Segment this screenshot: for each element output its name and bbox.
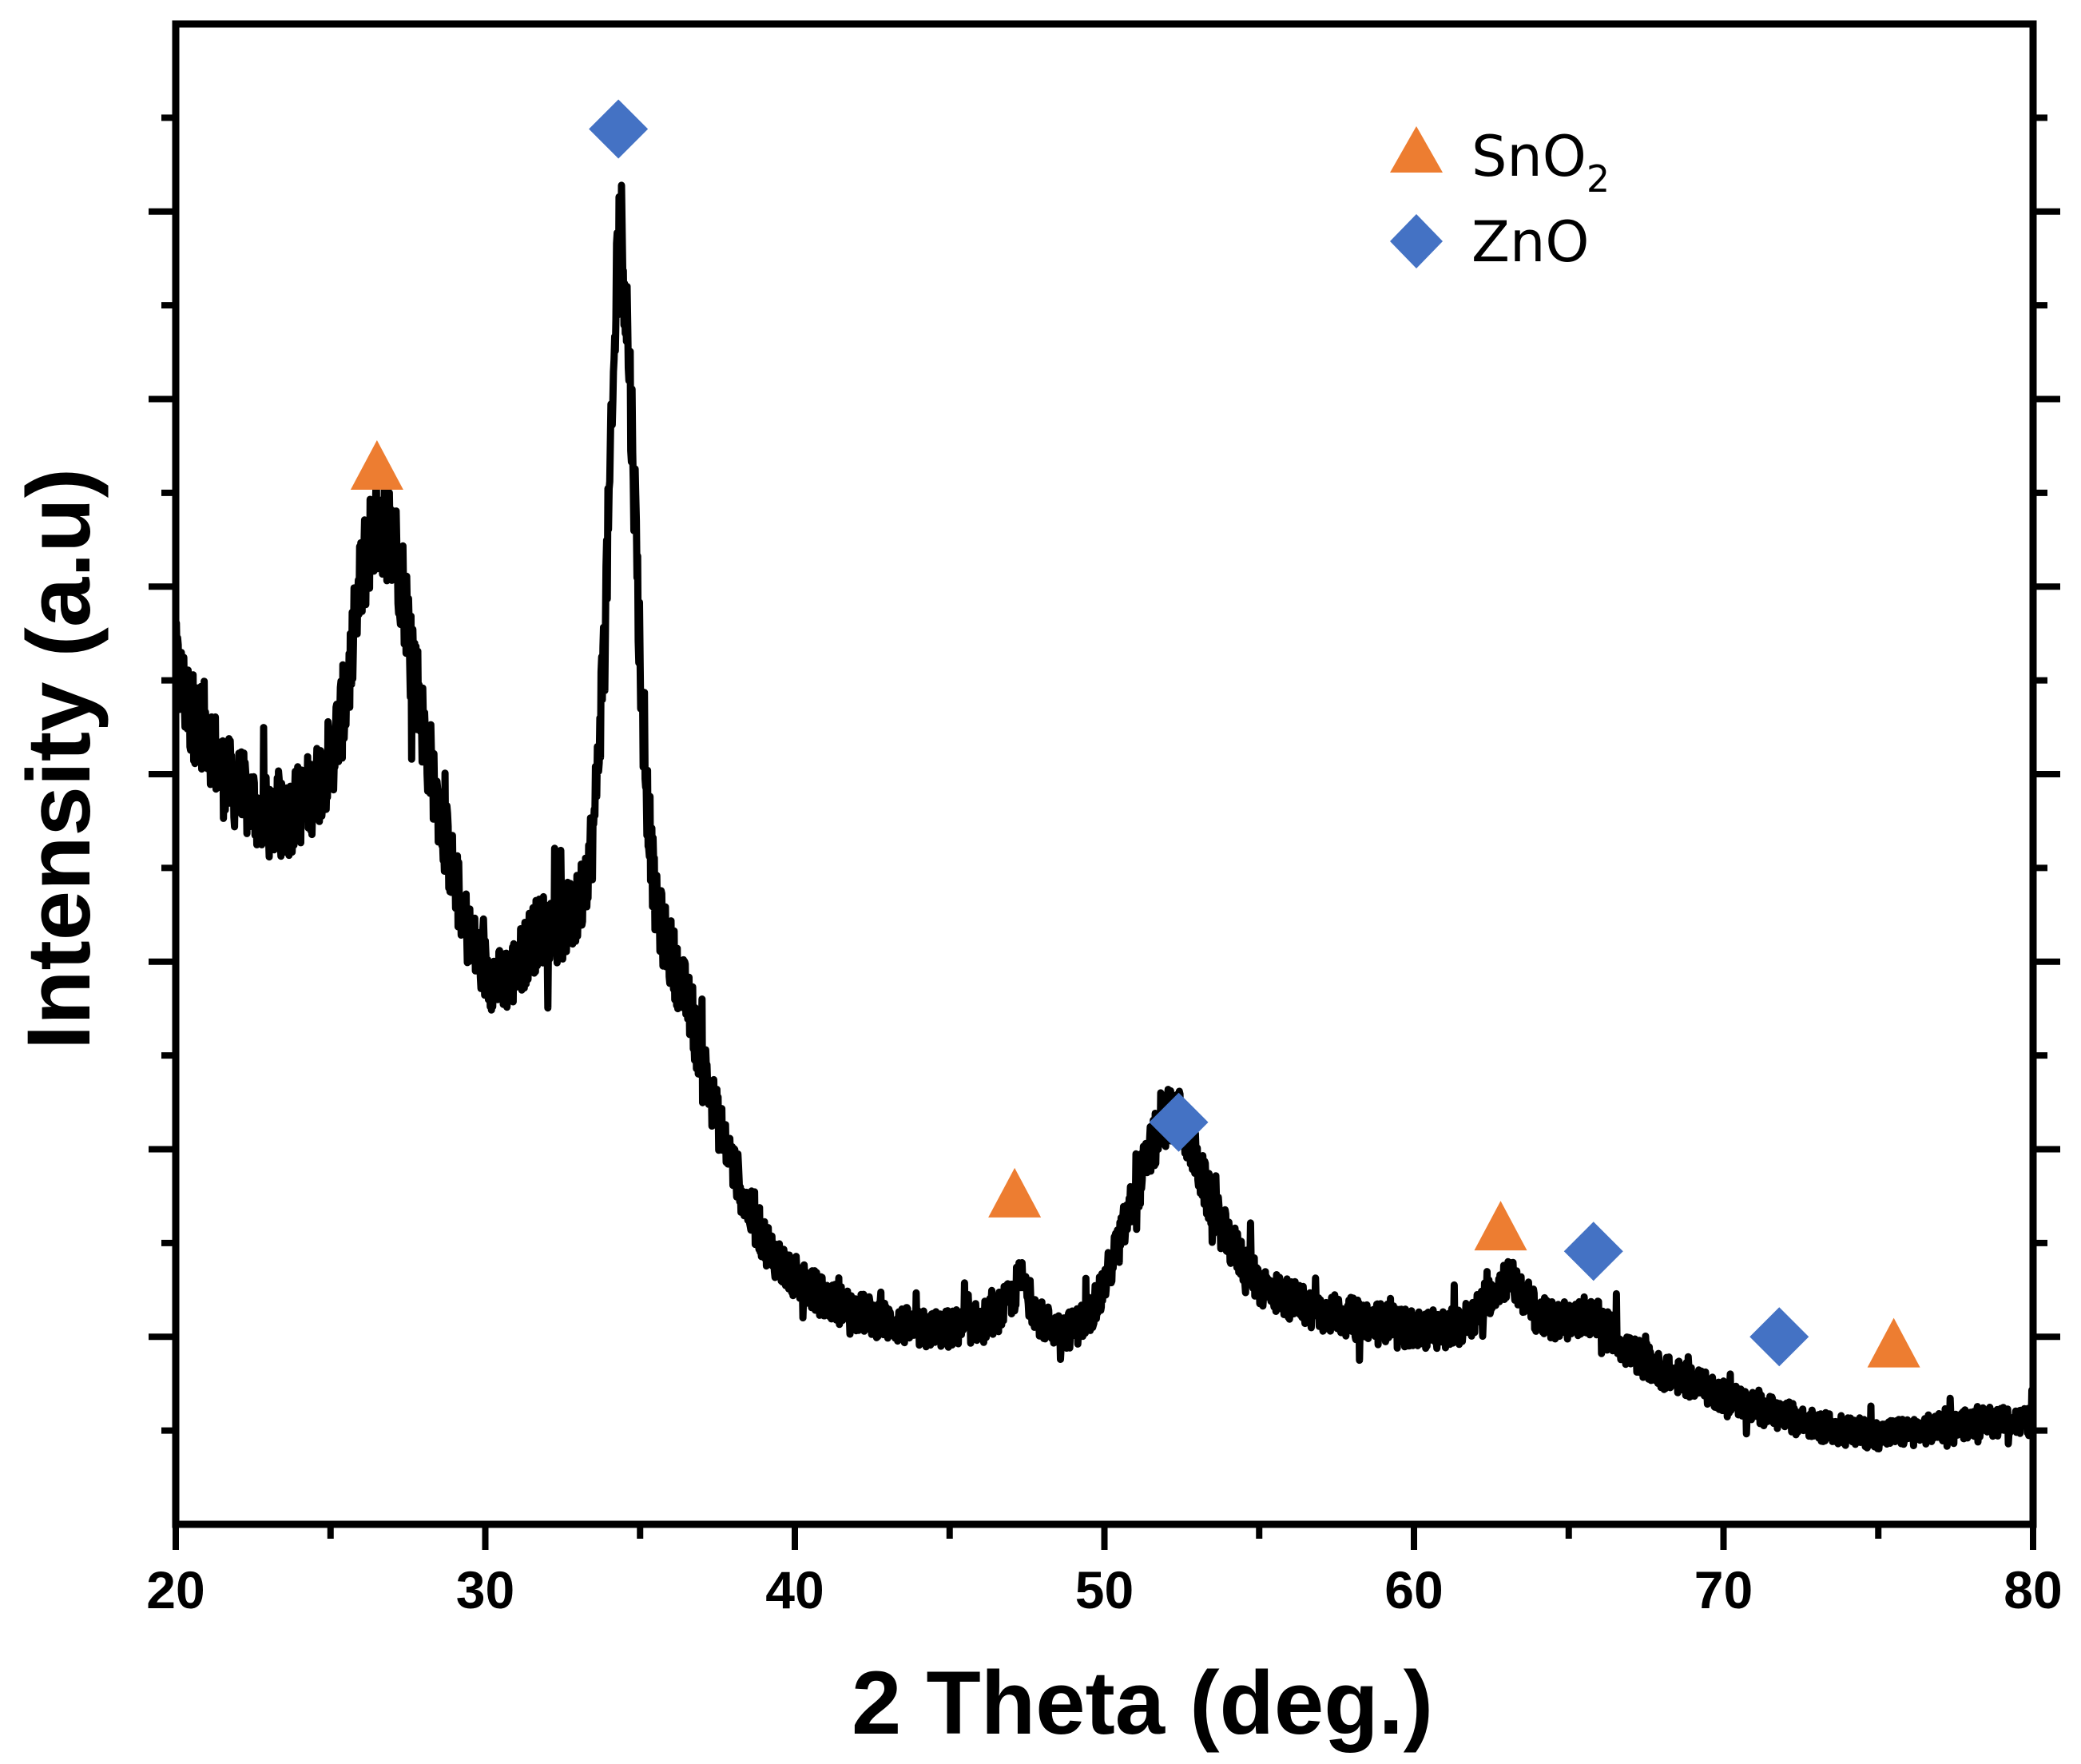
x-tick-label: 60 (1384, 1560, 1443, 1619)
zno-peak-marker (589, 99, 649, 159)
sno2-peak-marker (988, 1167, 1042, 1218)
series-line (172, 181, 2037, 1452)
legend-label-sno2: SnO2 (1471, 124, 1610, 201)
legend: SnO2 ZnO (1390, 124, 1610, 275)
legend-label-zno: ZnO (1471, 209, 1589, 275)
x-tick-label: 20 (146, 1560, 205, 1619)
x-axis-tick-labels: 20 30 40 50 60 70 80 (146, 1560, 2062, 1619)
x-axis-title: 2 Theta (deg.) (852, 1653, 1433, 1753)
legend-label-sno2-main: SnO (1471, 124, 1587, 189)
x-tick-label: 70 (1694, 1560, 1753, 1619)
sno2-peak-marker (350, 440, 403, 491)
x-tick-label: 80 (2004, 1560, 2062, 1619)
zno-peak-marker (1749, 1307, 1809, 1367)
x-tick-label: 50 (1075, 1560, 1134, 1619)
legend-diamond-marker (1390, 214, 1443, 268)
legend-label-sno2-subscript: 2 (1587, 157, 1610, 201)
x-axis-ticks (173, 1524, 2036, 1550)
x-tick-label: 30 (456, 1560, 514, 1619)
legend-triangle-marker (1390, 126, 1443, 173)
x-tick-label: 40 (765, 1560, 824, 1619)
zno-peak-marker (1149, 1092, 1209, 1152)
plot-frame (172, 20, 2037, 1528)
sno2-peak-marker (1867, 1317, 1920, 1368)
zno-peak-marker (1563, 1222, 1623, 1281)
y-axis-title: Intensity (a.u) (9, 468, 109, 1050)
sno2-peak-marker (1474, 1201, 1527, 1251)
peak-markers (350, 99, 1920, 1368)
series-layer (172, 181, 2037, 1452)
